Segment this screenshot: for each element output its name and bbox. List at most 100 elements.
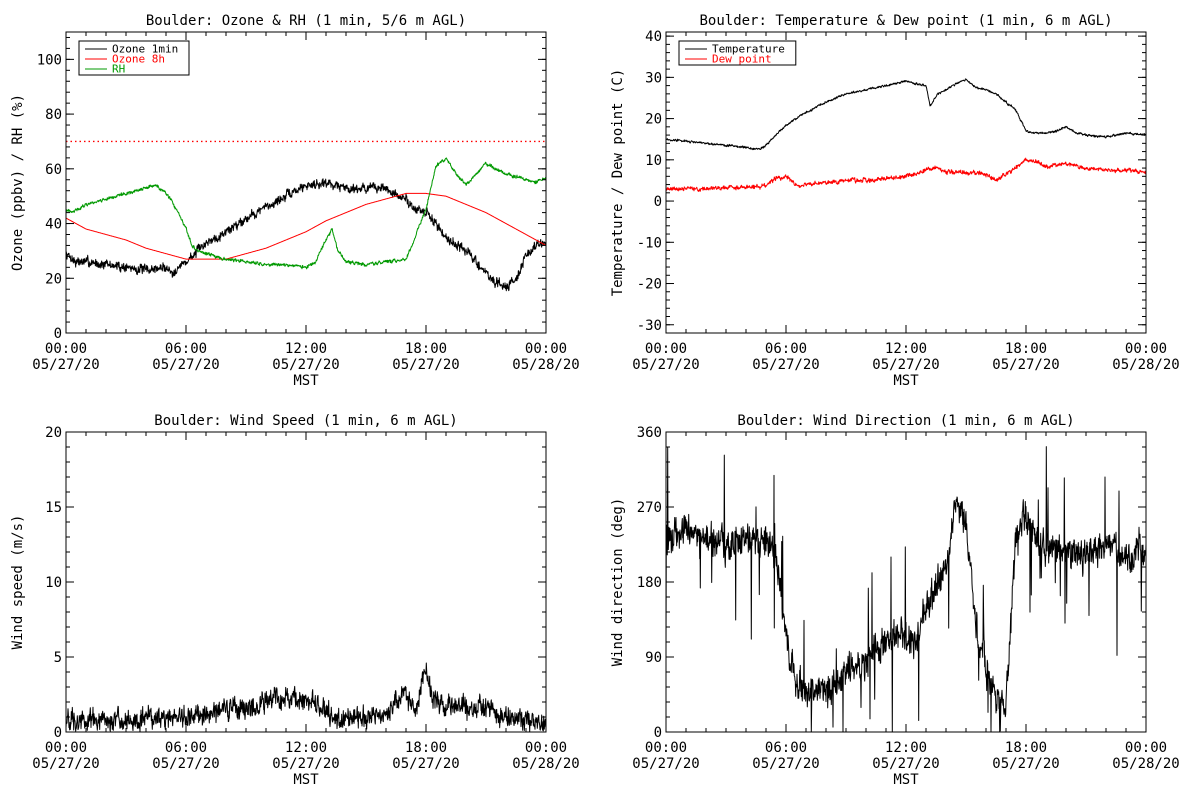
chart-title: Boulder: Wind Direction (1 min, 6 m AGL) — [737, 413, 1074, 429]
plot-frame — [65, 431, 547, 733]
y-tick-label: 100 — [37, 52, 62, 68]
x-tick-label-time: 18:00 — [1005, 740, 1047, 756]
x-tick-label-time: 00:00 — [645, 740, 687, 756]
x-tick-label-date: 05/27/20 — [992, 357, 1059, 373]
y-tick-label: -10 — [637, 235, 662, 251]
x-axis-label: MST — [893, 772, 919, 788]
x-tick-label-time: 00:00 — [45, 740, 87, 756]
y-tick-label: 40 — [645, 29, 662, 45]
x-tick-label-date: 05/28/20 — [1112, 756, 1179, 772]
x-tick-label-time: 06:00 — [165, 341, 207, 357]
y-tick-label: 30 — [645, 70, 662, 86]
x-tick-label-time: 12:00 — [285, 740, 327, 756]
x-tick-label-date: 05/27/20 — [152, 756, 219, 772]
y-tick-label: 0 — [654, 194, 662, 210]
x-tick-label-date: 05/27/20 — [32, 756, 99, 772]
legend-label: Dew point — [712, 53, 772, 66]
x-tick-label-time: 00:00 — [45, 341, 87, 357]
chart-title: Boulder: Wind Speed (1 min, 6 m AGL) — [154, 413, 457, 429]
y-tick-label: 0 — [54, 326, 62, 342]
legend-label: RH — [112, 63, 125, 76]
x-tick-label-date: 05/27/20 — [32, 357, 99, 373]
y-tick-label: 360 — [637, 425, 662, 441]
y-axis-label: Wind direction (deg) — [610, 498, 626, 667]
plot-frame — [665, 31, 1147, 334]
x-tick-label-date: 05/27/20 — [872, 756, 939, 772]
x-tick-label-date: 05/27/20 — [872, 357, 939, 373]
x-tick-label-date: 05/27/20 — [392, 756, 459, 772]
x-tick-label-time: 00:00 — [525, 341, 567, 357]
y-tick-label: 15 — [45, 500, 62, 516]
series-line-0 — [666, 78, 1146, 151]
x-tick-label-time: 18:00 — [1005, 341, 1047, 357]
x-tick-label-time: 18:00 — [405, 740, 447, 756]
x-tick-label-date: 05/27/20 — [752, 756, 819, 772]
x-axis-label: MST — [293, 373, 319, 389]
y-tick-label: 0 — [54, 725, 62, 741]
x-tick-label-date: 05/27/20 — [752, 357, 819, 373]
x-tick-label-time: 12:00 — [285, 341, 327, 357]
x-tick-label-time: 12:00 — [885, 341, 927, 357]
x-tick-label-time: 00:00 — [1125, 740, 1167, 756]
x-tick-label-time: 18:00 — [405, 341, 447, 357]
x-tick-label-time: 00:00 — [1125, 341, 1167, 357]
y-tick-label: 20 — [45, 271, 62, 287]
legend-label: Ozone 1min — [112, 43, 178, 56]
y-tick-label: 180 — [637, 575, 662, 591]
plot-frame — [65, 31, 547, 334]
x-tick-label-time: 06:00 — [165, 740, 207, 756]
y-tick-label: -20 — [637, 277, 662, 293]
y-tick-label: 0 — [654, 725, 662, 741]
y-tick-label: 90 — [645, 650, 662, 666]
y-tick-label: -30 — [637, 318, 662, 334]
x-tick-label-date: 05/27/20 — [272, 756, 339, 772]
chart-title: Boulder: Ozone & RH (1 min, 5/6 m AGL) — [146, 13, 466, 29]
x-tick-label-date: 05/27/20 — [992, 756, 1059, 772]
y-tick-label: 20 — [45, 425, 62, 441]
x-axis-label: MST — [893, 373, 919, 389]
panel-wind-direction: Boulder: Wind Direction (1 min, 6 m AGL)… — [610, 413, 1180, 788]
y-tick-label: 270 — [637, 500, 662, 516]
x-tick-label-date: 05/27/20 — [392, 357, 459, 373]
x-tick-label-time: 00:00 — [525, 740, 567, 756]
legend-box — [678, 40, 797, 66]
legend-label: Temperature — [712, 43, 785, 56]
x-axis-label: MST — [293, 772, 319, 788]
y-tick-label: 10 — [45, 575, 62, 591]
x-tick-label-time: 06:00 — [765, 740, 807, 756]
legend-label: Ozone 8h — [112, 53, 165, 66]
panel-wind-speed: Boulder: Wind Speed (1 min, 6 m AGL) 0 5 10… — [10, 413, 580, 788]
x-tick-label-date: 05/28/20 — [512, 357, 579, 373]
y-tick-label: 5 — [54, 650, 62, 666]
panel-ozone-rh: Boulder: Ozone & RH (1 min, 5/6 m AGL) 0 2… — [10, 13, 580, 389]
series-line-2 — [66, 157, 546, 270]
plot-area — [666, 446, 1146, 732]
y-tick-label: 20 — [645, 112, 662, 128]
x-tick-label-time: 12:00 — [885, 740, 927, 756]
x-tick-label-date: 05/27/20 — [272, 357, 339, 373]
x-tick-label-date: 05/28/20 — [512, 756, 579, 772]
series-line-0 — [66, 662, 546, 732]
x-tick-label-date: 05/27/20 — [632, 756, 699, 772]
y-tick-label: 40 — [45, 217, 62, 233]
chart-title: Boulder: Temperature & Dew point (1 min,… — [699, 13, 1112, 29]
x-tick-label-date: 05/27/20 — [632, 357, 699, 373]
series-line-0 — [666, 446, 1146, 732]
y-axis-label: Ozone (ppbv) / RH (%) — [10, 94, 26, 271]
y-axis-label: Temperature / Dew point (C) — [610, 69, 626, 297]
y-tick-label: 10 — [645, 153, 662, 169]
plot-area — [66, 662, 546, 732]
x-tick-label-time: 06:00 — [765, 341, 807, 357]
x-tick-label-date: 05/27/20 — [152, 357, 219, 373]
x-tick-label-time: 00:00 — [645, 341, 687, 357]
x-tick-label-date: 05/28/20 — [1112, 357, 1179, 373]
series-line-1 — [666, 157, 1146, 192]
panel-temperature-dewpoint: Boulder: Temperature & Dew point (1 min,… — [610, 13, 1180, 389]
plot-area — [66, 140, 546, 292]
series-line-1 — [66, 192, 546, 260]
plot-frame — [665, 431, 1147, 733]
